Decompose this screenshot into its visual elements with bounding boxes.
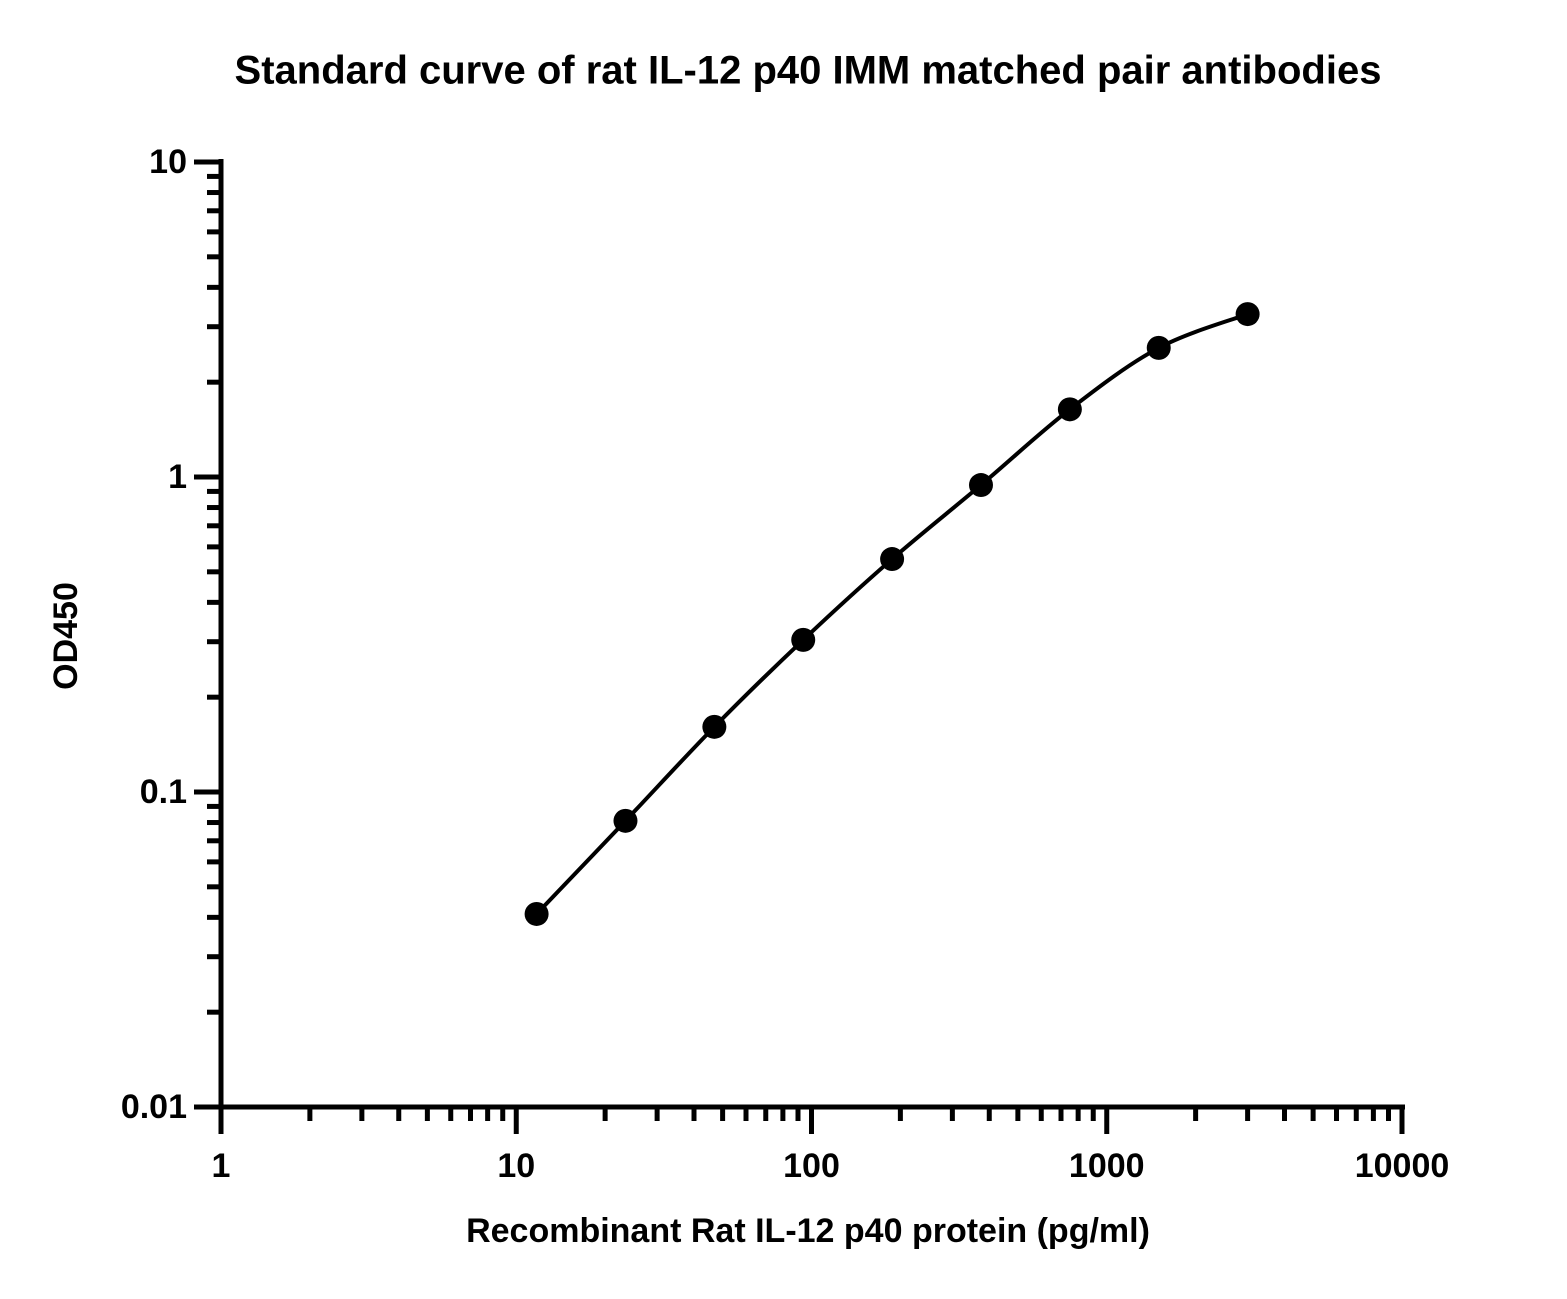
y-tick-label: 0.1 [140,773,187,811]
fit-curve [535,312,1249,916]
data-point [1146,335,1171,360]
data-point [880,547,905,572]
data-point [968,473,993,498]
data-point [613,808,638,833]
x-tick-label: 1000 [1069,1147,1145,1185]
x-axis-label: Recombinant Rat IL-12 p40 protein (pg/ml… [466,1212,1150,1250]
x-tick-label: 10000 [1355,1147,1450,1185]
data-point [1057,397,1082,422]
x-tick-label: 100 [783,1147,840,1185]
y-tick-label: 10 [149,143,187,181]
x-tick-label: 1 [212,1147,231,1185]
y-tick-label: 0.01 [121,1088,187,1126]
y-tick-label: 1 [168,458,187,496]
data-point [702,714,727,739]
x-tick-label: 10 [497,1147,535,1185]
data-point [1235,302,1260,327]
y-axis-label: OD450 [47,582,85,690]
data-point [524,901,549,926]
chart-title: Standard curve of rat IL-12 p40 IMM matc… [235,49,1382,93]
data-point [791,627,816,652]
